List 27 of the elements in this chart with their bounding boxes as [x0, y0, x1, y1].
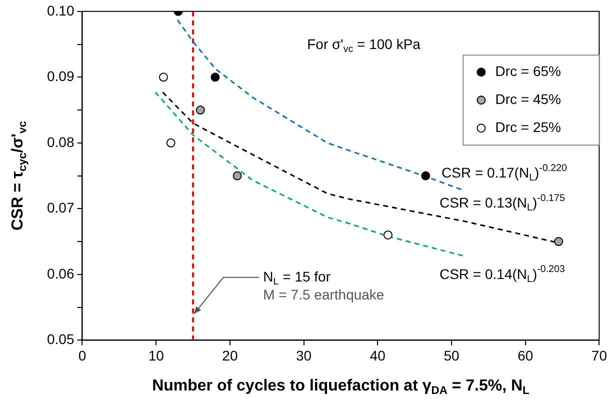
x-tick-label: 60 [518, 347, 534, 364]
x-tick-label: 0 [78, 347, 86, 364]
y-tick-label: 0.05 [47, 331, 74, 348]
point [166, 138, 176, 148]
point [554, 237, 564, 246]
y-tick-label: 0.08 [47, 134, 74, 150]
point [210, 72, 220, 82]
point [196, 106, 205, 115]
point [158, 72, 168, 82]
x-tick-label: 40 [370, 347, 386, 364]
legend-label: Drc = 65% [495, 62, 561, 79]
legend-label: Drc = 25% [495, 118, 561, 135]
y-tick-label: 0.09 [47, 68, 74, 84]
y-tick-label: 0.07 [47, 200, 74, 216]
x-tick-label: 50 [444, 347, 460, 364]
x-tick-label: 70 [591, 347, 608, 364]
x-tick-label: 20 [222, 347, 238, 364]
x-tick-label: 30 [296, 347, 312, 364]
legend-label: Drc = 45% [495, 90, 561, 107]
annotation: M = 7.5 earthquake [263, 286, 384, 302]
y-axis-title: CSR = τcyc/σ'vc [9, 121, 29, 231]
point [232, 171, 242, 180]
point [421, 171, 430, 180]
y-tick-label: 0.06 [47, 265, 74, 282]
x-tick-label: 10 [148, 347, 164, 364]
point [383, 230, 392, 240]
y-tick-label: 0.10 [47, 2, 74, 18]
